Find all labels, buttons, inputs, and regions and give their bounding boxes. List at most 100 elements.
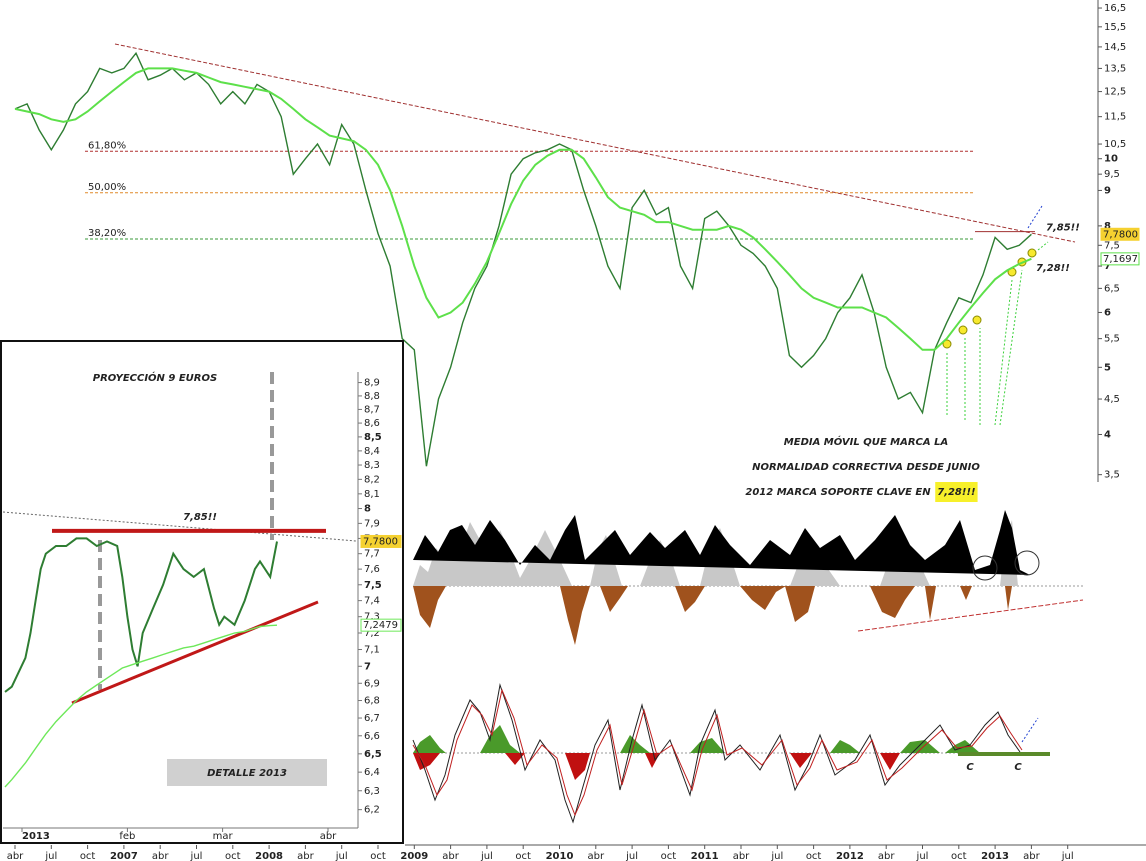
x-tick-label: oct [951,851,967,861]
moving-average [14,67,1032,351]
x-tick-label: oct [515,851,531,861]
inset-y-tick-label: 7,5 [364,580,382,591]
x-tick-label: oct [661,851,677,861]
inset-y-tick-label: 7,9 [364,518,380,529]
fib-label: 61,80% [88,140,126,151]
note-highlight-box [935,482,978,502]
inset-x-tick-label: abr [320,831,337,842]
y-tick-label: 10 [1104,154,1118,165]
inset-title: PROYECCIÓN 9 EUROS [93,371,217,384]
x-tick-label: 2008 [255,851,283,861]
note-highlight: 7,28!!! [937,487,975,498]
y-tick-label: 9,5 [1104,169,1120,180]
fib-label: 38,20% [88,228,126,239]
y-tick-label: 5 [1104,362,1111,373]
x-tick-label: abr [733,851,750,861]
inset-y-tick-label: 7,3 [364,612,380,623]
y-tick-label: 10,5 [1104,139,1126,150]
x-tick-label: jul [480,851,493,861]
projection-arrow [1027,205,1043,229]
y-tick-label: 13,5 [1104,63,1126,74]
y-tick-label: 6,5 [1104,283,1120,294]
inset-last-label: 7,7800 [363,536,398,547]
inset-y-tick-label: 6,3 [364,786,380,797]
oscillator-label: C [966,762,974,773]
x-tick-label: 2011 [691,851,719,861]
inset-last-box [360,534,402,548]
y-tick-label: 12,5 [1104,87,1126,98]
x-tick-label: jul [190,851,203,861]
inset-y-tick-label: 8,8 [364,391,380,402]
y-tick-label: 14,5 [1104,42,1126,53]
x-tick-label: abr [1023,851,1040,861]
inset-y-tick-label: 6,6 [364,731,380,742]
y-tick-label: 8 [1104,221,1111,232]
oscillator-label: C [1014,762,1022,773]
x-tick-label: oct [225,851,241,861]
y-tick-label: 5,5 [1104,334,1120,345]
price-line [14,51,1032,467]
support-markers [942,248,1037,349]
x-tick-label: jul [625,851,638,861]
inset-footer: DETALLE 2013 [207,768,287,779]
inset-y-tick-label: 6,7 [364,713,380,724]
inset-y-tick-label: 8,4 [364,446,380,457]
x-tick-label: oct [80,851,96,861]
y-tick-label: 11,5 [1104,112,1126,123]
y-tick-label: 4 [1104,429,1111,440]
last-price-box [1100,227,1140,241]
x-tick-label: abr [878,851,895,861]
last-price-label: 7,1697 [1103,254,1138,265]
x-tick-label: abr [442,851,459,861]
oscillator-2 [412,683,1050,824]
y-tick-label: 4,5 [1104,394,1120,405]
support-label: 7,28!! [1036,263,1070,274]
inset-y-tick-label: 6,9 [364,678,380,689]
inset-x-tick-label: mar [213,831,234,842]
inset-y-tick-label: 7,7 [364,549,380,560]
x-tick-label: jul [335,851,348,861]
x-tick-label: 2012 [836,851,864,861]
inset-last-label: 7,2479 [363,620,398,631]
inset-y-tick-label: 6,4 [364,767,380,778]
y-tick-label: 7 [1104,261,1111,272]
inset-y-tick-label: 8,9 [364,378,380,389]
inset-y-tick-label: 8 [364,504,371,515]
x-tick-label: 2007 [110,851,138,861]
inset-price-line [4,537,278,693]
inset-support [71,600,319,705]
inset-y-tick-label: 8,7 [364,404,380,415]
inset-trend [2,511,357,542]
inset-x-tick-label: feb [119,831,135,842]
inset-y-tick-label: 6,2 [364,805,380,816]
x-tick-label: 2009 [400,851,428,861]
x-tick-label: jul [44,851,57,861]
last-price-box [1100,252,1140,266]
x-tick-label: jul [916,851,929,861]
inset-y-tick-label: 6,8 [364,696,380,707]
inset-y-tick-label: 8,6 [364,418,380,429]
last-price-label: 7,7800 [1103,229,1138,240]
x-tick-label: abr [152,851,169,861]
inset-y-tick-label: 8,3 [364,460,380,471]
x-tick-label: abr [588,851,605,861]
y-tick-label: 16,5 [1104,3,1126,14]
x-tick-label: oct [370,851,386,861]
resistance-label: 7,85!! [1046,223,1080,234]
inset-last-box [360,618,402,632]
inset-moving-average [4,624,278,788]
inset-y-tick-label: 7,6 [364,564,380,575]
y-tick-label: 15,5 [1104,22,1126,33]
inset-y-tick-label: 6,5 [364,749,382,760]
x-tick-label: abr [297,851,314,861]
x-tick-label: 2010 [546,851,574,861]
y-tick-label: 9 [1104,185,1111,196]
inset-y-tick-label: 7,1 [364,645,380,656]
inset-footer-box [167,759,327,786]
fib-label: 50,00% [88,182,126,193]
note-line: 2012 MARCA SOPORTE CLAVE EN [745,487,931,498]
x-tick-label: abr [7,851,24,861]
inset-y-tick-label: 7 [364,661,371,672]
oscillator-1 [413,510,1085,645]
